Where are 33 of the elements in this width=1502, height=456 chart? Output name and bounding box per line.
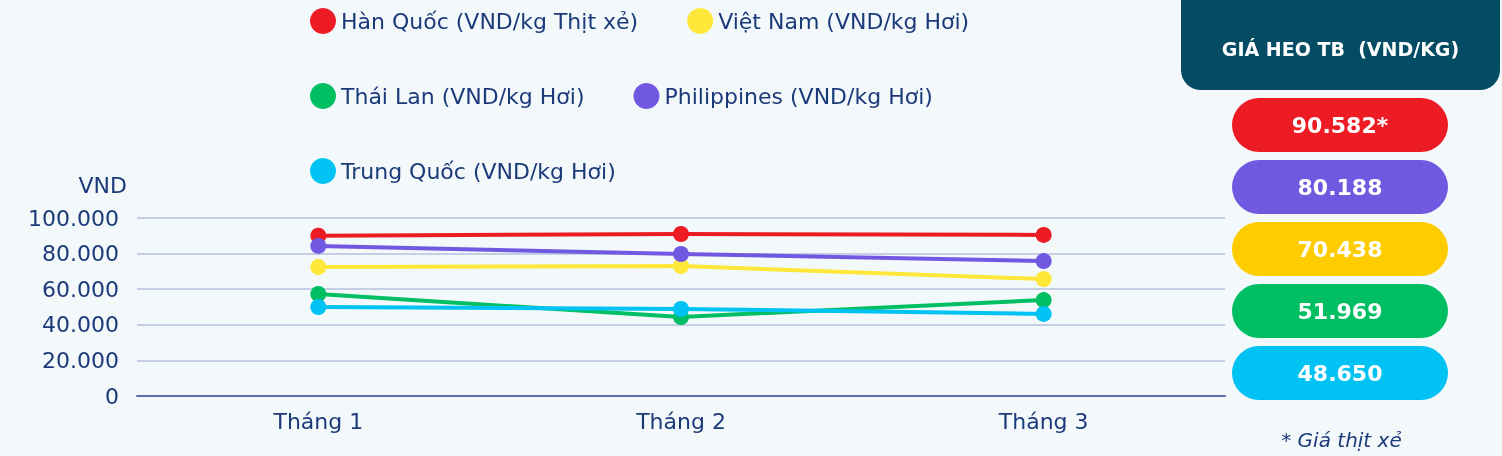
text: * Giá thịt xẻ <box>1280 428 1403 452</box>
text: 51.969 <box>1232 284 1448 338</box>
legend-label: Thái Lan (VND/kg Hơi) <box>340 83 585 109</box>
point <box>310 237 327 254</box>
y-tick-label: 100.000 <box>28 205 119 231</box>
point <box>1035 292 1052 309</box>
text: GIÁ HEO TB (VND/KG) <box>1181 0 1500 90</box>
legend-label: Trung Quốc (VND/kg Hơi) <box>340 158 616 184</box>
text: 48.650 <box>1232 346 1448 400</box>
legend-label: Việt Nam (VND/kg Hơi) <box>718 8 970 34</box>
text: 70.438 <box>1232 222 1448 276</box>
point <box>1035 226 1052 243</box>
point <box>1035 253 1052 270</box>
point <box>673 245 689 262</box>
point <box>673 300 689 317</box>
x-tick-label: Tháng 2 <box>635 408 726 434</box>
legend-label: Hàn Quốc (VND/kg Thịt xẻ) <box>341 8 639 34</box>
y-tick-label: 60.000 <box>42 276 119 302</box>
y-axis-title: VND <box>78 172 127 198</box>
point <box>1035 305 1052 322</box>
y-tick-label: 0 <box>105 383 119 409</box>
legend-label: Philippines (VND/kg Hơi) <box>664 83 933 109</box>
y-tick-label: 40.000 <box>42 312 119 338</box>
point <box>310 299 327 315</box>
x-tick-label: Tháng 3 <box>997 408 1089 434</box>
point <box>673 226 689 243</box>
y-tick-label: 20.000 <box>42 347 119 373</box>
point <box>1035 271 1052 288</box>
text: 90.582* <box>1232 98 1448 152</box>
point <box>310 258 327 275</box>
text: 80.188 <box>1232 160 1448 214</box>
x-tick-label: Tháng 1 <box>272 408 364 434</box>
y-tick-label: 80.000 <box>42 241 119 267</box>
